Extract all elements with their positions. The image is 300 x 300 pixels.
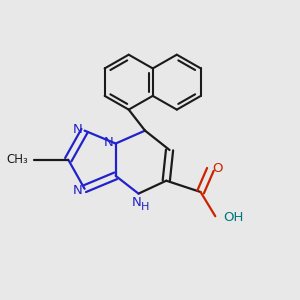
Text: N: N bbox=[73, 122, 82, 136]
Text: N: N bbox=[132, 196, 142, 209]
Text: N: N bbox=[73, 184, 82, 197]
Text: CH₃: CH₃ bbox=[6, 153, 28, 166]
Text: N: N bbox=[104, 136, 114, 149]
Text: H: H bbox=[141, 202, 149, 212]
Text: OH: OH bbox=[224, 211, 244, 224]
Text: O: O bbox=[212, 162, 223, 175]
